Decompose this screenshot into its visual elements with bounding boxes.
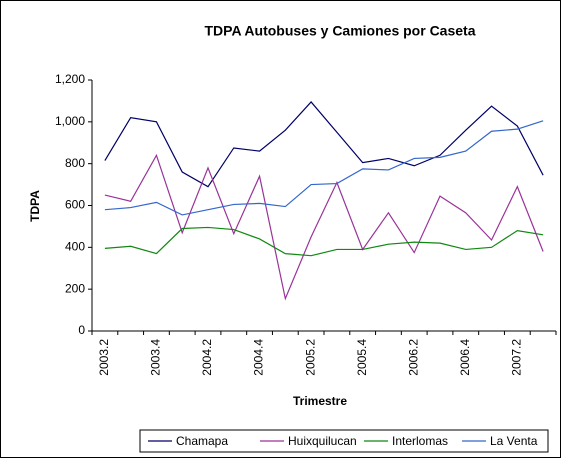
y-axis-label: TDPA — [28, 190, 42, 222]
x-tick-label: 2003.4 — [149, 339, 163, 376]
y-tick-label: 600 — [65, 198, 85, 212]
x-tick-label: 2004.2 — [200, 339, 214, 376]
legend-label: La Venta — [490, 434, 538, 448]
y-tick-label: 200 — [65, 281, 85, 295]
y-tick-label: 800 — [65, 156, 85, 170]
x-tick-label: 2005.2 — [303, 339, 317, 376]
series-line — [104, 153, 544, 301]
legend-label: Chamapa — [176, 434, 228, 448]
series-line — [104, 120, 544, 216]
x-tick-label: 2004.4 — [252, 339, 266, 376]
y-tick-label: 400 — [65, 240, 85, 254]
y-tick-label: 1,200 — [55, 72, 85, 86]
x-tick-label: 2003.2 — [97, 339, 111, 376]
x-tick-label: 2005.4 — [355, 339, 369, 376]
legend-box — [139, 429, 549, 453]
series-line — [104, 226, 544, 257]
y-tick-label: 1,000 — [55, 114, 85, 128]
x-tick-label: 2006.2 — [406, 339, 420, 376]
x-axis-label: Trimestre — [293, 394, 347, 408]
legend-label: Interlomas — [392, 434, 448, 448]
legend-label: Huixquilucan — [288, 434, 357, 448]
x-tick-label: 2006.4 — [458, 339, 472, 376]
series-line — [104, 101, 544, 188]
x-tick-label: 2007.2 — [510, 339, 524, 376]
y-tick-label: 0 — [78, 323, 85, 337]
chart-title: TDPA Autobuses y Camiones por Caseta — [205, 23, 476, 39]
